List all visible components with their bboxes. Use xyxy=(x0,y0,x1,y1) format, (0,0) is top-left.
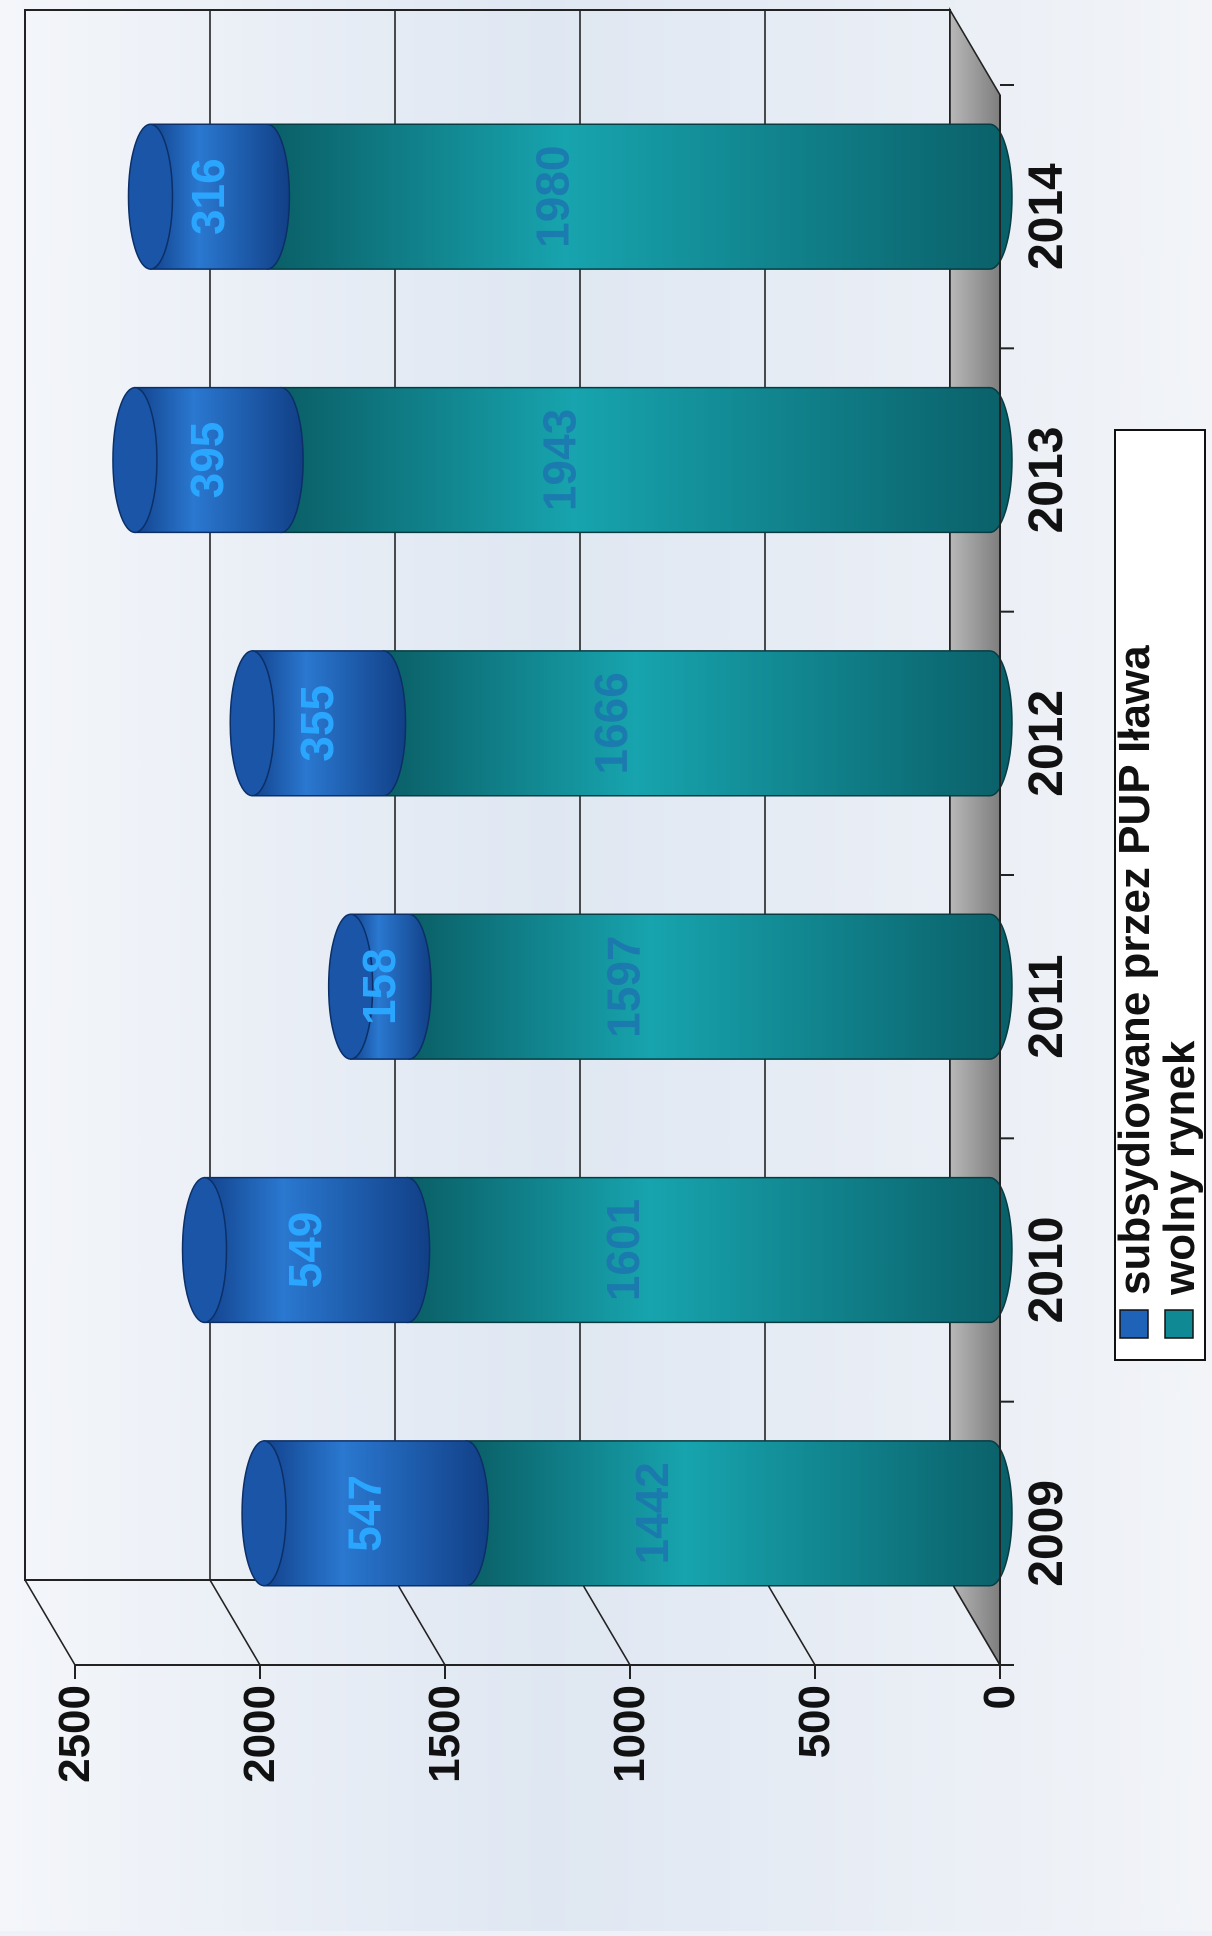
bar-segment-sub-2012 xyxy=(251,650,407,797)
bar-cap-2013 xyxy=(112,386,158,534)
legend-swatch-1 xyxy=(1164,1309,1194,1339)
category-label-2009: 2009 xyxy=(1020,1480,1073,1587)
data-label-wolny-2010: 1601 xyxy=(597,1199,649,1301)
bars-group: 547 1442 549 1601 158 1597 355 1666 395 1943 316 19… xyxy=(112,123,1013,1587)
value-tick-label-2500: 2500 xyxy=(50,1685,99,1783)
value-tick-label-500: 500 xyxy=(790,1685,839,1758)
data-label-wolny-2013: 1943 xyxy=(534,409,586,511)
bar-segment-wolny-2011 xyxy=(408,913,1013,1060)
data-label-sub-2014: 316 xyxy=(182,158,234,235)
gridline-depth-2000 xyxy=(209,1579,261,1666)
bar-cap-2010 xyxy=(181,1176,228,1324)
bar-segment-sub-2013 xyxy=(134,386,304,534)
data-label-wolny-2012: 1666 xyxy=(585,672,637,774)
data-label-sub-2010: 549 xyxy=(279,1212,331,1289)
bar-cap-2009 xyxy=(241,1440,287,1587)
legend-label-1: wolny rynek xyxy=(1155,1040,1204,1296)
gridline-depth-2500 xyxy=(24,1579,76,1666)
gridline-depth-500 xyxy=(764,1579,816,1666)
data-label-wolny-2011: 1597 xyxy=(598,935,650,1037)
bar-segment-wolny-2013 xyxy=(280,386,1013,534)
bar-2009: 547 1442 xyxy=(241,1440,1013,1587)
data-label-wolny-2009: 1442 xyxy=(626,1462,678,1564)
bar-2010: 549 1601 xyxy=(181,1176,1013,1324)
bar-segment-sub-2009 xyxy=(263,1440,490,1587)
legend-label-0: subsydiowane przez PUP Iława xyxy=(1110,645,1159,1295)
value-tick-label-2000: 2000 xyxy=(235,1685,284,1783)
bar-cap-2014 xyxy=(127,123,174,270)
legend-swatch-0 xyxy=(1119,1309,1149,1339)
value-tick-label-0: 0 xyxy=(975,1685,1024,1709)
bar-2012: 355 1666 xyxy=(229,650,1013,797)
data-label-sub-2012: 355 xyxy=(291,685,343,762)
bar-segment-sub-2014 xyxy=(149,123,291,270)
bar-2013: 395 1943 xyxy=(112,386,1013,534)
bar-segment-sub-2011 xyxy=(349,913,432,1060)
gridline-depth-1500 xyxy=(394,1579,446,1666)
value-tick-label-1500: 1500 xyxy=(420,1685,469,1783)
category-label-2013: 2013 xyxy=(1020,427,1073,534)
data-label-sub-2009: 547 xyxy=(338,1475,390,1552)
bar-segment-wolny-2009 xyxy=(465,1440,1013,1587)
bar-cap-2012 xyxy=(229,650,275,797)
gridline-depth-1000 xyxy=(579,1579,631,1666)
data-label-wolny-2014: 1980 xyxy=(527,145,579,247)
category-label-2010: 2010 xyxy=(1020,1217,1073,1324)
bar-2011: 158 1597 xyxy=(327,913,1013,1060)
category-label-2012: 2012 xyxy=(1020,690,1073,797)
legend-box xyxy=(1114,429,1206,1361)
value-tick-label-1000: 1000 xyxy=(605,1685,654,1783)
bar-2014: 316 1980 xyxy=(127,123,1013,270)
bar-cap-2011 xyxy=(327,913,374,1060)
bar-segment-wolny-2014 xyxy=(266,123,1013,270)
category-label-2014: 2014 xyxy=(1020,163,1073,270)
category-label-2011: 2011 xyxy=(1020,955,1073,1059)
bar-segment-wolny-2012 xyxy=(382,650,1013,797)
data-label-sub-2011: 158 xyxy=(353,948,405,1025)
category-labels: 2009 2010 2011 2012 2013 2014 xyxy=(999,84,1073,1666)
bar-segment-sub-2010 xyxy=(203,1176,431,1324)
bar-segment-wolny-2010 xyxy=(406,1176,1013,1324)
value-axis: 0 500 1000 1500 2000 2500 xyxy=(50,1664,1024,1783)
data-label-sub-2013: 395 xyxy=(181,422,233,499)
